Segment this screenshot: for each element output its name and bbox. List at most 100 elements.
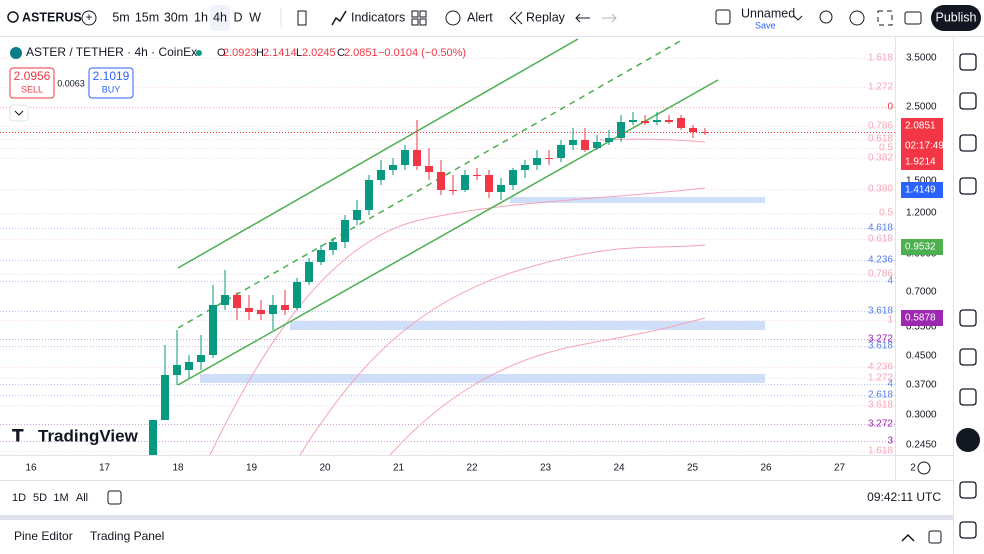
clock[interactable]: 09:42:11 UTC	[867, 490, 941, 504]
range-button[interactable]: All	[76, 492, 88, 504]
interval-button[interactable]: W	[249, 10, 261, 24]
interval-button[interactable]: D	[233, 10, 242, 24]
fib-label: 2.618	[868, 390, 893, 401]
interval-button[interactable]: 1h	[194, 10, 208, 24]
interval-button[interactable]: 15m	[135, 10, 159, 24]
quick-search[interactable]	[819, 10, 833, 24]
candle-body	[629, 120, 637, 122]
axis-settings[interactable]	[917, 461, 931, 475]
candle-body	[425, 166, 433, 172]
candle-body	[509, 170, 517, 185]
goto-date[interactable]	[107, 490, 122, 505]
search-icon[interactable]	[7, 11, 19, 23]
candle-body	[605, 138, 613, 142]
settings[interactable]	[849, 10, 865, 26]
alert-icon[interactable]	[445, 10, 461, 26]
zone	[200, 374, 765, 383]
sidebar-icon[interactable]	[959, 309, 977, 327]
sidebar-icon[interactable]	[959, 521, 977, 539]
legend-h: 2.1414	[263, 47, 297, 59]
templates-icon	[411, 18, 419, 26]
price-axis-label: 0.7000	[906, 287, 937, 298]
layout-name[interactable]: Unnamed	[741, 6, 795, 20]
fib-label: 4	[887, 379, 893, 390]
channel-lower	[177, 79, 719, 386]
sidebar-icon[interactable]	[959, 177, 977, 195]
fullscreen[interactable]	[877, 10, 893, 26]
candle-body	[257, 310, 265, 314]
candle-body	[437, 172, 445, 190]
moving-average	[299, 244, 706, 456]
interval-button[interactable]: 5m	[112, 10, 129, 24]
buy-label[interactable]: BUY	[102, 84, 121, 94]
sidebar-icon[interactable]	[959, 92, 977, 110]
replay-icon[interactable]	[509, 11, 523, 25]
range-button[interactable]: 5D	[33, 492, 47, 504]
layout-menu[interactable]	[793, 15, 803, 21]
candle-body	[209, 305, 217, 355]
indicators-icon[interactable]	[331, 10, 347, 26]
redo[interactable]	[602, 13, 617, 23]
candle-body	[569, 140, 577, 145]
sell-box[interactable]	[9, 67, 55, 99]
legend-o: 2.0923	[223, 47, 257, 59]
fib-label: 0.380	[868, 184, 893, 195]
price-axis-label: 0.3000	[906, 410, 937, 421]
candle-body	[197, 355, 205, 362]
fib-label: 3.618	[868, 341, 893, 352]
add-symbol[interactable]	[81, 10, 97, 26]
price-axis-label: 1.5000	[906, 176, 937, 187]
range-button[interactable]: 1D	[12, 492, 26, 504]
chart-type-icon[interactable]	[297, 10, 307, 26]
interval-button[interactable]: 4h	[213, 10, 227, 24]
interval-button[interactable]: 30m	[164, 10, 188, 24]
buy-price[interactable]: 2.1019	[93, 69, 130, 83]
candle-body	[485, 175, 493, 192]
price-axis-label: 1.2000	[906, 208, 937, 219]
sell-label[interactable]: SELL	[21, 84, 43, 94]
trading-panel-tab[interactable]: Trading Panel	[90, 529, 164, 543]
zone	[510, 197, 765, 203]
templates-icon[interactable]	[411, 10, 419, 18]
price-tag-bg	[901, 239, 943, 255]
price-tag-bg	[901, 154, 943, 170]
panel-expand[interactable]	[901, 533, 915, 542]
symbol[interactable]: ASTERUS	[22, 10, 82, 24]
layout-save[interactable]: Save	[755, 20, 776, 30]
alert-button[interactable]: Alert	[467, 10, 493, 24]
fib-label: 1.272	[868, 82, 893, 93]
price-tag: 0.9532	[905, 242, 936, 253]
snapshot[interactable]	[904, 11, 922, 25]
moving-average	[389, 317, 706, 456]
price-axis-label: 2.5000	[906, 102, 937, 113]
panel-maximize[interactable]	[928, 530, 942, 544]
sidebar-icon[interactable]	[959, 53, 977, 71]
layout-checkbox[interactable]	[715, 9, 731, 25]
collapse-legend[interactable]	[9, 104, 29, 122]
pine-editor-tab[interactable]: Pine Editor	[14, 529, 73, 543]
sidebar-icon[interactable]	[959, 481, 977, 499]
candle-body	[449, 190, 457, 191]
indicators-button[interactable]: Indicators	[351, 10, 405, 24]
time-axis-label: 25	[687, 463, 699, 474]
candle-body	[413, 150, 421, 166]
publish-button[interactable]: Publish	[936, 10, 977, 24]
undo[interactable]	[575, 13, 590, 23]
candle-body	[665, 120, 673, 122]
publish-button-bg[interactable]	[931, 5, 981, 31]
replay-button[interactable]: Replay	[526, 10, 566, 24]
sidebar-icon[interactable]	[959, 134, 977, 152]
range-button[interactable]: 1M	[53, 492, 68, 504]
sidebar-icon[interactable]	[956, 428, 980, 452]
price-tag: 02:17:49	[905, 141, 944, 152]
candle-body	[365, 180, 373, 210]
sidebar-icon[interactable]	[959, 388, 977, 406]
price-tag-bg	[901, 310, 943, 326]
candle-body	[677, 118, 685, 128]
time-axis-label: 20	[319, 463, 331, 474]
buy-box[interactable]	[88, 67, 134, 99]
fib-label: 1	[887, 315, 893, 326]
sell-price[interactable]: 2.0956	[14, 69, 51, 83]
sidebar-icon[interactable]	[959, 348, 977, 366]
